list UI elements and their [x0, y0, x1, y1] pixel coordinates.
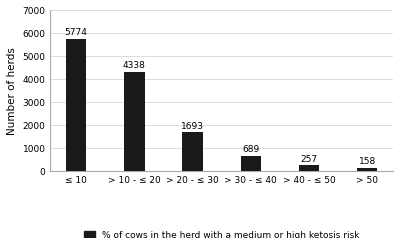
Bar — [182, 132, 203, 171]
Text: 1693: 1693 — [181, 122, 204, 131]
Bar — [299, 165, 319, 171]
Bar — [357, 168, 378, 171]
Bar — [124, 72, 144, 171]
Y-axis label: Number of herds: Number of herds — [7, 47, 17, 135]
Text: 689: 689 — [242, 145, 260, 154]
Text: 257: 257 — [300, 155, 318, 164]
Text: 158: 158 — [359, 158, 376, 166]
Legend: % of cows in the herd with a medium or high ketosis risk: % of cows in the herd with a medium or h… — [80, 227, 363, 238]
Bar — [66, 39, 86, 171]
Text: 4338: 4338 — [123, 61, 146, 70]
Bar — [241, 155, 261, 171]
Text: 5774: 5774 — [65, 28, 88, 37]
